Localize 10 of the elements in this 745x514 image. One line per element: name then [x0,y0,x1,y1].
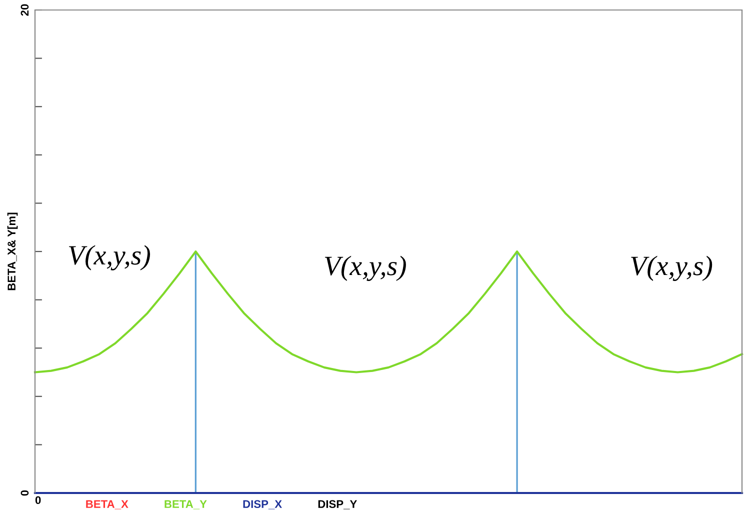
annotation: V(x,y,s) [324,256,406,282]
legend-label: BETA_X [86,500,128,510]
text: 0 [35,496,41,504]
annotation: V(x,y,s) [631,256,712,282]
series-label: DISP_X [243,500,282,510]
y-axis-title: BETA_X& Y[m] [7,212,18,290]
legend-label: DISP_Y [318,500,357,510]
text: BETA_Y [164,500,207,510]
annotation: V(x,y,s) [69,245,150,270]
y-tick-label: 20 [20,4,29,16]
